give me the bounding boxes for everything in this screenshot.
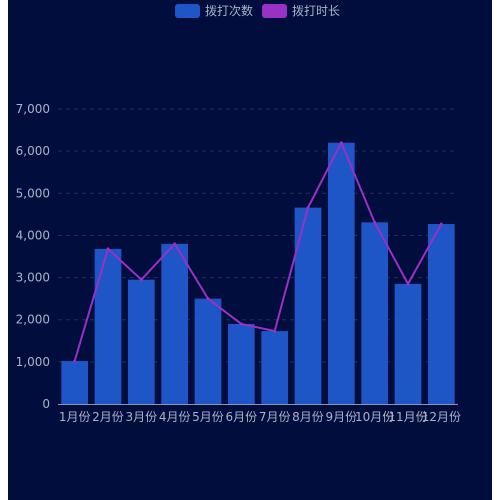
bar[interactable] <box>128 279 155 404</box>
x-tick-label: 11月份 <box>388 410 427 424</box>
legend-label: 拨打时长 <box>292 4 340 18</box>
legend[interactable]: 拨打次数 拨打时长 <box>175 3 340 18</box>
x-tick-label: 5月份 <box>192 410 224 424</box>
bar[interactable] <box>294 207 322 404</box>
legend-swatch <box>175 4 200 18</box>
line-point[interactable] <box>439 222 443 226</box>
chart-background <box>8 0 492 500</box>
bar[interactable] <box>194 298 222 404</box>
bar[interactable] <box>328 142 355 404</box>
bar[interactable] <box>394 283 422 404</box>
x-tick-label: 3月份 <box>126 410 158 424</box>
line-point[interactable] <box>106 247 110 251</box>
y-tick-label: 5,000 <box>16 186 50 200</box>
line-series <box>73 141 443 363</box>
x-tick-label: 9月份 <box>326 410 358 424</box>
bar[interactable] <box>161 243 188 404</box>
line-point[interactable] <box>273 329 277 333</box>
legend-label: 拨打次数 <box>205 3 253 18</box>
x-tick-label: 2月份 <box>92 410 124 424</box>
bar-series <box>61 142 455 404</box>
x-tick-label: 1月份 <box>59 410 91 424</box>
y-tick-label: 6,000 <box>16 144 50 158</box>
y-tick-label: 3,000 <box>16 271 50 285</box>
y-tick-label: 1,000 <box>16 355 50 369</box>
line-point[interactable] <box>373 220 377 224</box>
y-axis: 0 1,000 2,000 3,000 4,000 5,000 6,000 7,000 <box>16 102 50 411</box>
line-point[interactable] <box>173 242 177 246</box>
x-tick-label: 7月份 <box>259 410 291 424</box>
x-tick-label: 10月份 <box>355 410 394 424</box>
bar[interactable] <box>361 222 388 404</box>
grid-lines <box>58 108 458 363</box>
y-tick-label: 4,000 <box>16 228 50 242</box>
y-tick-label: 7,000 <box>16 102 50 116</box>
line-point[interactable] <box>306 206 310 210</box>
line-point[interactable] <box>206 297 210 301</box>
legend-swatch <box>262 4 287 18</box>
bar[interactable] <box>61 361 88 404</box>
bar[interactable] <box>94 248 122 404</box>
line-point[interactable] <box>339 141 343 145</box>
line-point[interactable] <box>406 282 410 286</box>
legend-item-bar[interactable]: 拨打次数 <box>175 3 253 18</box>
bar[interactable] <box>261 331 288 404</box>
line-point[interactable] <box>73 359 77 363</box>
line-point[interactable] <box>239 322 243 326</box>
x-tick-label: 12月份 <box>422 410 461 424</box>
x-tick-label: 6月份 <box>226 410 258 424</box>
y-tick-label: 2,000 <box>16 313 50 327</box>
series-line <box>73 141 443 362</box>
line-point[interactable] <box>139 278 143 282</box>
y-tick-label: 0 <box>42 397 50 411</box>
bar[interactable] <box>428 224 455 404</box>
x-tick-label: 8月份 <box>292 410 324 424</box>
legend-item-line[interactable]: 拨打时长 <box>262 4 340 18</box>
bar[interactable] <box>228 323 255 404</box>
x-tick-label: 4月份 <box>159 410 191 424</box>
